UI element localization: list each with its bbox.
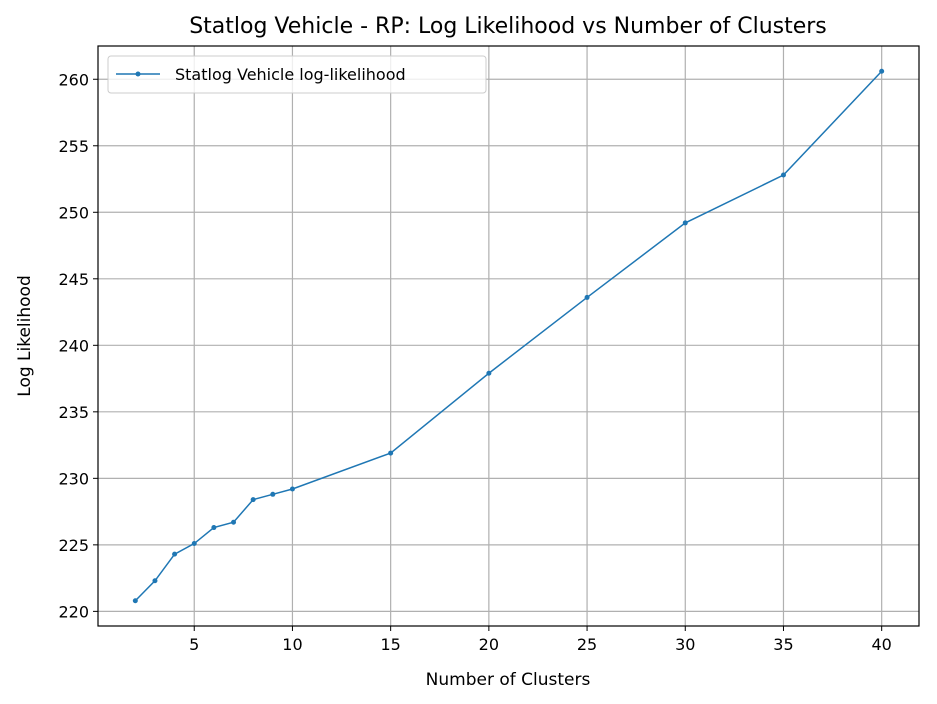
legend-label: Statlog Vehicle log-likelihood [175, 65, 406, 84]
y-tick-label: 235 [58, 403, 89, 422]
data-point [682, 220, 688, 226]
x-tick-label: 15 [380, 635, 400, 654]
x-tick-label: 10 [282, 635, 302, 654]
x-axis-label: Number of Clusters [426, 670, 591, 690]
data-point [270, 491, 276, 497]
data-point [879, 68, 885, 74]
x-tick-label: 25 [577, 635, 597, 654]
legend-box [107, 55, 487, 94]
y-axis-label: Log Likelihood [15, 275, 35, 396]
data-point [289, 486, 295, 492]
chart-title: Statlog Vehicle - RP: Log Likelihood vs … [189, 14, 827, 39]
y-tick-label: 245 [58, 270, 89, 289]
legend-marker-swatch [135, 71, 141, 77]
y-tick-label: 250 [58, 203, 89, 222]
x-tick-label: 30 [675, 635, 695, 654]
x-tick-label: 20 [479, 635, 499, 654]
y-tick-label: 255 [58, 137, 89, 156]
y-tick-label: 260 [58, 70, 89, 89]
y-tick-label: 230 [58, 469, 89, 488]
axis-ticks: 5 10 15 20 25 30 35 40 220 225 230 235 240 245 250 255 2… [58, 70, 891, 654]
data-point [388, 450, 394, 456]
data-point [780, 172, 786, 178]
y-tick-label: 240 [58, 336, 89, 355]
data-point [172, 551, 178, 557]
y-tick-label: 220 [58, 602, 89, 621]
data-point [191, 541, 197, 547]
series-layer [132, 68, 885, 604]
x-tick-label: 35 [773, 635, 793, 654]
plot-frame [97, 45, 920, 627]
data-point [211, 525, 217, 531]
data-point [584, 294, 590, 300]
data-point [231, 519, 237, 525]
grid-lines [98, 46, 919, 626]
x-tick-label: 40 [872, 635, 892, 654]
y-tick-label: 225 [58, 536, 89, 555]
series-line [134, 70, 883, 602]
x-tick-label: 5 [189, 635, 199, 654]
data-point [152, 578, 158, 584]
data-point [132, 598, 138, 604]
data-point [486, 370, 492, 376]
data-point [250, 497, 256, 503]
legend: Statlog Vehicle log-likelihood [107, 55, 487, 94]
